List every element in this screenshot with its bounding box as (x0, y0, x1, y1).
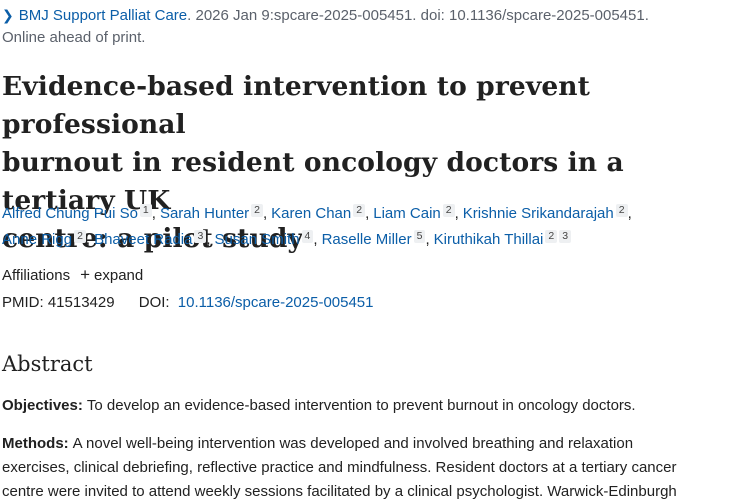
article-identifiers: PMID: 41513429 DOI: 10.1136/spcare-2025-… (2, 292, 374, 314)
author-separator: , (627, 205, 632, 222)
author-separator: , (454, 205, 459, 222)
author-link[interactable]: Anne Rigg (2, 231, 73, 248)
affiliation-badge[interactable]: 2 (74, 230, 86, 243)
abstract-heading: Abstract (2, 352, 93, 376)
affiliation-badge[interactable]: 2 (615, 204, 628, 217)
affiliation-badge[interactable]: 1 (139, 204, 152, 217)
author-link[interactable]: Raselle Miller (321, 231, 412, 248)
citation-details: . 2026 Jan 9:spcare-2025-005451. doi: 10… (187, 7, 649, 24)
author-link[interactable]: Karen Chan (271, 205, 352, 222)
abstract-objectives: Objectives: To develop an evidence-based … (2, 394, 750, 418)
author-link[interactable]: Bhaveet Radia (94, 231, 193, 248)
affiliation-badge[interactable]: 2 (442, 204, 455, 217)
author-separator: , (151, 205, 156, 222)
affiliation-badge[interactable]: 5 (413, 230, 426, 243)
author-link[interactable]: Kiruthikah Thillai (433, 231, 544, 248)
journal-link[interactable]: BMJ Support Palliat Care (18, 7, 188, 24)
title-line-1: Evidence-based intervention to prevent p… (2, 71, 591, 140)
expand-label[interactable]: expand (94, 267, 144, 284)
title-line-3: centre: a pilot study (2, 223, 303, 254)
title-line-2: burnout in resident oncology doctors in … (2, 147, 624, 216)
affiliation-badge[interactable]: 3 (559, 230, 572, 243)
methods-text-line-1: A novel well-being intervention was deve… (72, 435, 634, 452)
objectives-label: Objectives: (2, 397, 83, 414)
pmid-value: 41513429 (47, 294, 115, 311)
plus-icon[interactable]: + (80, 265, 91, 284)
author-separator: , (263, 205, 268, 222)
affiliation-badge[interactable]: 4 (301, 230, 314, 243)
author-link[interactable]: Krishnie Srikandarajah (462, 205, 614, 222)
author-separator: , (85, 231, 91, 248)
affiliation-badge[interactable]: 2 (545, 230, 558, 243)
author-list: Alfred Chung Pui So 1, Sarah Hunter 2, Karen… (2, 201, 747, 253)
methods-text-line-2: exercises, clinical debriefing, reflecti… (2, 459, 677, 476)
objectives-text: To develop an evidence-based interventio… (86, 397, 636, 414)
author-row-1: Alfred Chung Pui So 1, Sarah Hunter 2, Karen… (2, 201, 747, 227)
author-row-2: Anne Rigg 2, Bhaveet Radia 3, Susan Smith 4, R… (2, 227, 747, 253)
author-link[interactable]: Sarah Hunter (159, 205, 250, 222)
author-link[interactable]: Alfred Chung Pui So (2, 205, 138, 222)
chevron-right-icon[interactable]: ❯ (2, 7, 14, 23)
affiliation-badge[interactable]: 2 (353, 204, 366, 217)
journal-citation: ❯ BMJ Support Palliat Care. 2026 Jan 9:sp… (2, 4, 747, 49)
abstract-methods: Methods: A novel well-being intervention … (2, 432, 750, 500)
author-separator: , (206, 231, 211, 248)
author-link[interactable]: Susan Smith (214, 231, 300, 248)
author-separator: , (425, 231, 430, 248)
author-separator: , (313, 231, 318, 248)
affiliations-toggle[interactable]: Affiliations + expand (2, 264, 143, 287)
doi-label: DOI: (138, 294, 170, 311)
author-link[interactable]: Liam Cain (373, 205, 441, 222)
author-separator: , (365, 205, 370, 222)
methods-label: Methods: (2, 435, 69, 452)
publication-status: Online ahead of print. (2, 29, 146, 46)
article-title: Evidence-based intervention to prevent p… (2, 68, 742, 258)
pmid-label: PMID: (2, 294, 44, 311)
doi-link[interactable]: 10.1136/spcare-2025-005451 (177, 294, 374, 311)
affiliation-badge[interactable]: 3 (194, 230, 207, 243)
affiliation-badge[interactable]: 2 (251, 204, 263, 217)
affiliations-label: Affiliations (2, 267, 71, 284)
methods-text-line-3: centre were invited to attend weekly ses… (2, 483, 677, 500)
